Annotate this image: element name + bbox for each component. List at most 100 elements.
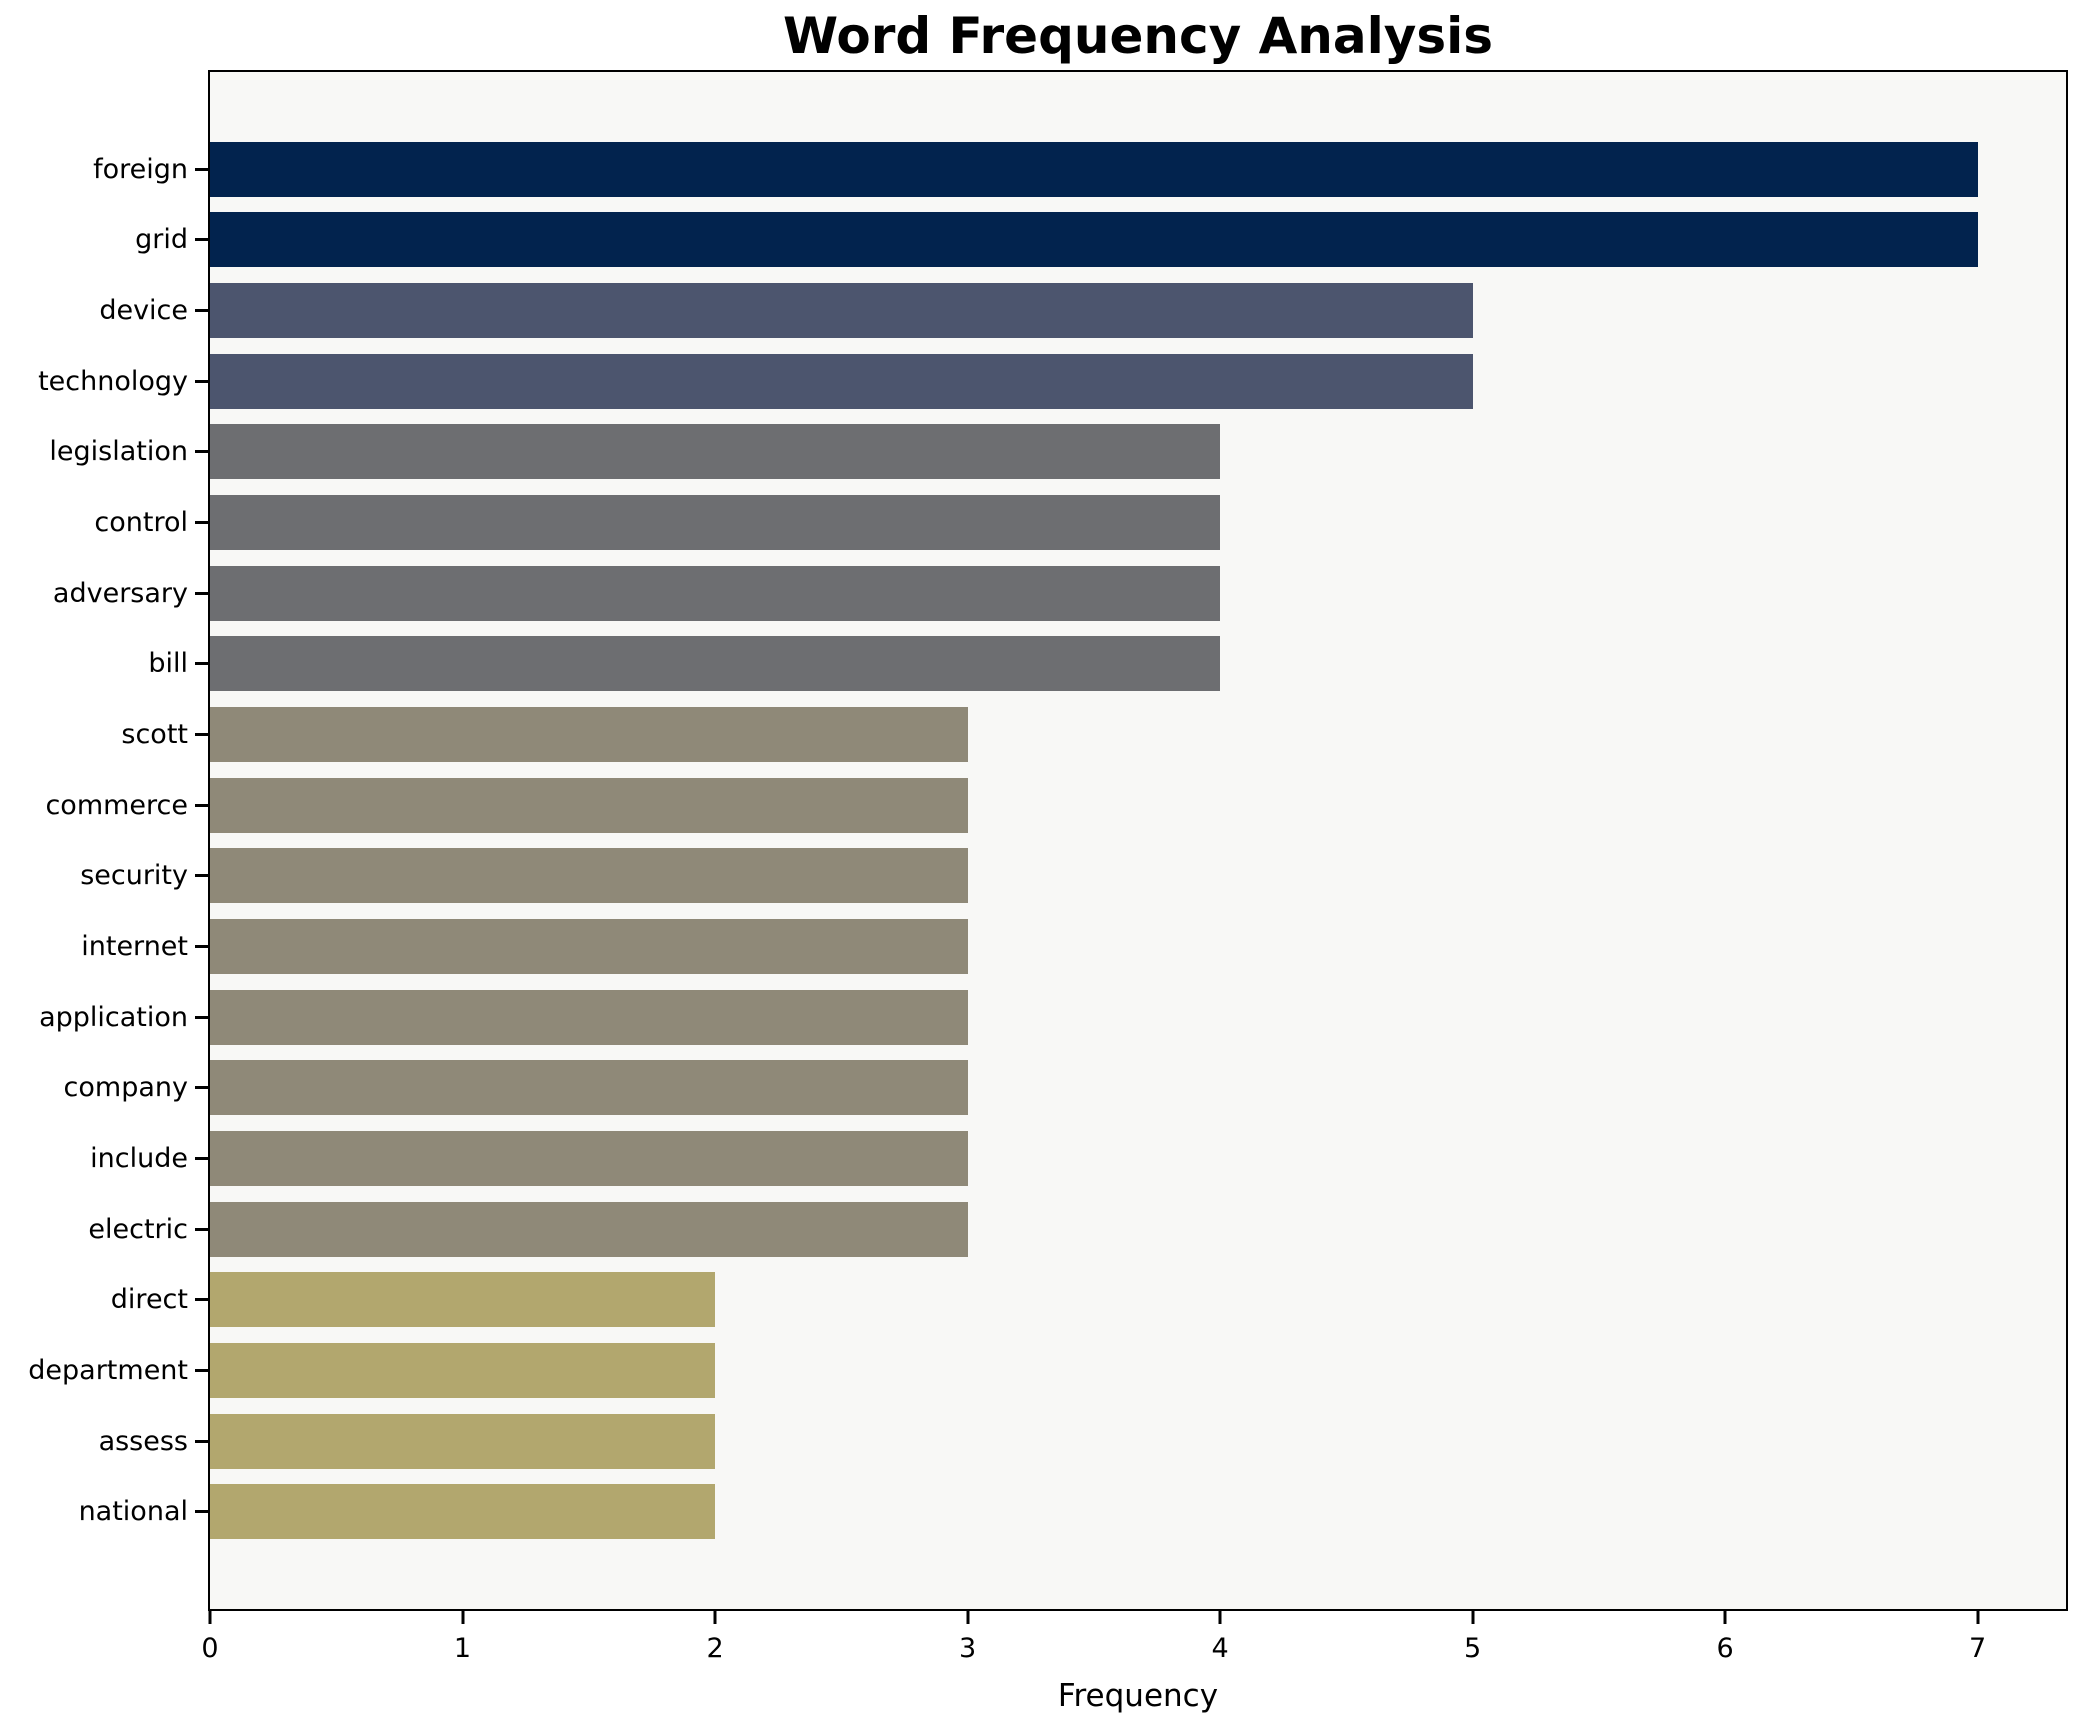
y-tick-label: grid bbox=[135, 224, 188, 256]
y-tick-mark bbox=[195, 1439, 208, 1443]
y-tick-row: commerce bbox=[0, 770, 208, 841]
x-tick-label: 7 bbox=[1969, 1633, 1987, 1664]
y-tick-row: scott bbox=[0, 699, 208, 770]
bar-row bbox=[210, 911, 2066, 982]
y-tick-mark bbox=[195, 1227, 208, 1231]
bar-row bbox=[210, 699, 2066, 770]
bar-bill bbox=[210, 636, 1221, 692]
chart-title: Word Frequency Analysis bbox=[782, 7, 1494, 65]
y-tick-mark bbox=[195, 1298, 208, 1302]
y-tick-label: direct bbox=[110, 1284, 188, 1316]
bar-grid bbox=[210, 212, 1978, 268]
y-tick-label: company bbox=[63, 1072, 188, 1104]
y-tick-row: grid bbox=[0, 205, 208, 276]
bar-control bbox=[210, 495, 1221, 551]
y-tick-mark bbox=[195, 309, 208, 313]
y-tick-label: technology bbox=[38, 365, 188, 397]
y-tick-label: department bbox=[28, 1354, 188, 1386]
x-tick-label: 6 bbox=[1716, 1633, 1734, 1664]
y-tick-row: company bbox=[0, 1053, 208, 1124]
bar-row bbox=[210, 1194, 2066, 1265]
x-tick-mark bbox=[1471, 1611, 1475, 1624]
bar-row bbox=[210, 629, 2066, 700]
y-tick-mark bbox=[195, 379, 208, 383]
y-tick-row: legislation bbox=[0, 417, 208, 488]
bar-application bbox=[210, 989, 968, 1045]
x-tick-label: 3 bbox=[958, 1633, 977, 1664]
y-tick-mark bbox=[195, 1015, 208, 1019]
y-tick-row: security bbox=[0, 841, 208, 912]
y-tick-mark bbox=[195, 945, 208, 949]
bar-row bbox=[210, 1476, 2066, 1547]
y-tick-mark bbox=[195, 450, 208, 454]
plot-area bbox=[208, 70, 2068, 1611]
y-tick-mark bbox=[195, 874, 208, 878]
bar-row bbox=[210, 205, 2066, 276]
bar-department bbox=[210, 1342, 716, 1398]
y-tick-mark bbox=[195, 238, 208, 242]
bar-assess bbox=[210, 1413, 716, 1469]
bar-device bbox=[210, 283, 1473, 339]
x-tick-mark bbox=[461, 1611, 464, 1624]
y-tick-label: include bbox=[90, 1143, 188, 1175]
y-tick-label: adversary bbox=[52, 577, 188, 609]
bar-electric bbox=[210, 1201, 968, 1257]
y-tick-row: electric bbox=[0, 1194, 208, 1265]
y-tick-row: technology bbox=[0, 346, 208, 417]
x-tick-label: 1 bbox=[453, 1633, 472, 1664]
y-tick-mark bbox=[195, 662, 208, 666]
y-tick-label: commerce bbox=[45, 789, 188, 821]
bar-direct bbox=[210, 1272, 716, 1328]
bar-row bbox=[210, 982, 2066, 1053]
bar-row bbox=[210, 1265, 2066, 1336]
bar-legislation bbox=[210, 424, 1221, 480]
y-tick-label: bill bbox=[148, 648, 188, 680]
bar-row bbox=[210, 1406, 2066, 1477]
bar-row bbox=[210, 558, 2066, 629]
y-tick-mark bbox=[195, 1368, 208, 1372]
y-tick-label: national bbox=[78, 1496, 188, 1528]
bar-row bbox=[210, 1123, 2066, 1194]
y-tick-row: application bbox=[0, 982, 208, 1053]
x-tick-label: 4 bbox=[1211, 1633, 1229, 1664]
y-tick-row: internet bbox=[0, 911, 208, 982]
y-tick-mark bbox=[195, 733, 208, 737]
y-axis-labels: foreign grid device technology legislation co… bbox=[0, 72, 208, 1609]
bar-company bbox=[210, 1060, 968, 1116]
y-tick-label: control bbox=[94, 507, 188, 539]
y-tick-row: foreign bbox=[0, 134, 208, 205]
y-tick-mark bbox=[195, 1157, 208, 1161]
y-tick-row: assess bbox=[0, 1406, 208, 1477]
bars-container bbox=[210, 72, 2066, 1609]
y-tick-label: foreign bbox=[93, 153, 188, 185]
y-tick-mark bbox=[195, 1510, 208, 1514]
y-tick-label: electric bbox=[88, 1213, 188, 1245]
x-tick-mark bbox=[208, 1611, 212, 1624]
bar-row bbox=[210, 275, 2066, 346]
bar-row bbox=[210, 134, 2066, 205]
bar-row bbox=[210, 1053, 2066, 1124]
y-tick-row: direct bbox=[0, 1265, 208, 1336]
bar-row bbox=[210, 487, 2066, 558]
x-axis-ticks: 0 1 2 3 4 5 6 7 bbox=[201, 1611, 2066, 1701]
bar-security bbox=[210, 848, 968, 904]
bar-foreign bbox=[210, 141, 1978, 197]
y-tick-mark bbox=[195, 591, 208, 595]
bar-internet bbox=[210, 919, 968, 975]
bar-row bbox=[210, 770, 2066, 841]
x-tick-mark bbox=[713, 1611, 717, 1624]
x-tick-label: 0 bbox=[201, 1633, 219, 1664]
y-tick-mark bbox=[195, 1086, 208, 1090]
y-tick-label: internet bbox=[81, 931, 188, 963]
y-tick-mark bbox=[195, 803, 208, 807]
bar-adversary bbox=[210, 565, 1221, 621]
x-tick-label: 2 bbox=[706, 1633, 724, 1664]
bar-commerce bbox=[210, 777, 968, 833]
y-tick-row: national bbox=[0, 1476, 208, 1547]
bar-scott bbox=[210, 707, 968, 763]
y-tick-label: scott bbox=[121, 719, 188, 751]
y-tick-row: department bbox=[0, 1335, 208, 1406]
bar-row bbox=[210, 346, 2066, 417]
bar-national bbox=[210, 1484, 716, 1540]
